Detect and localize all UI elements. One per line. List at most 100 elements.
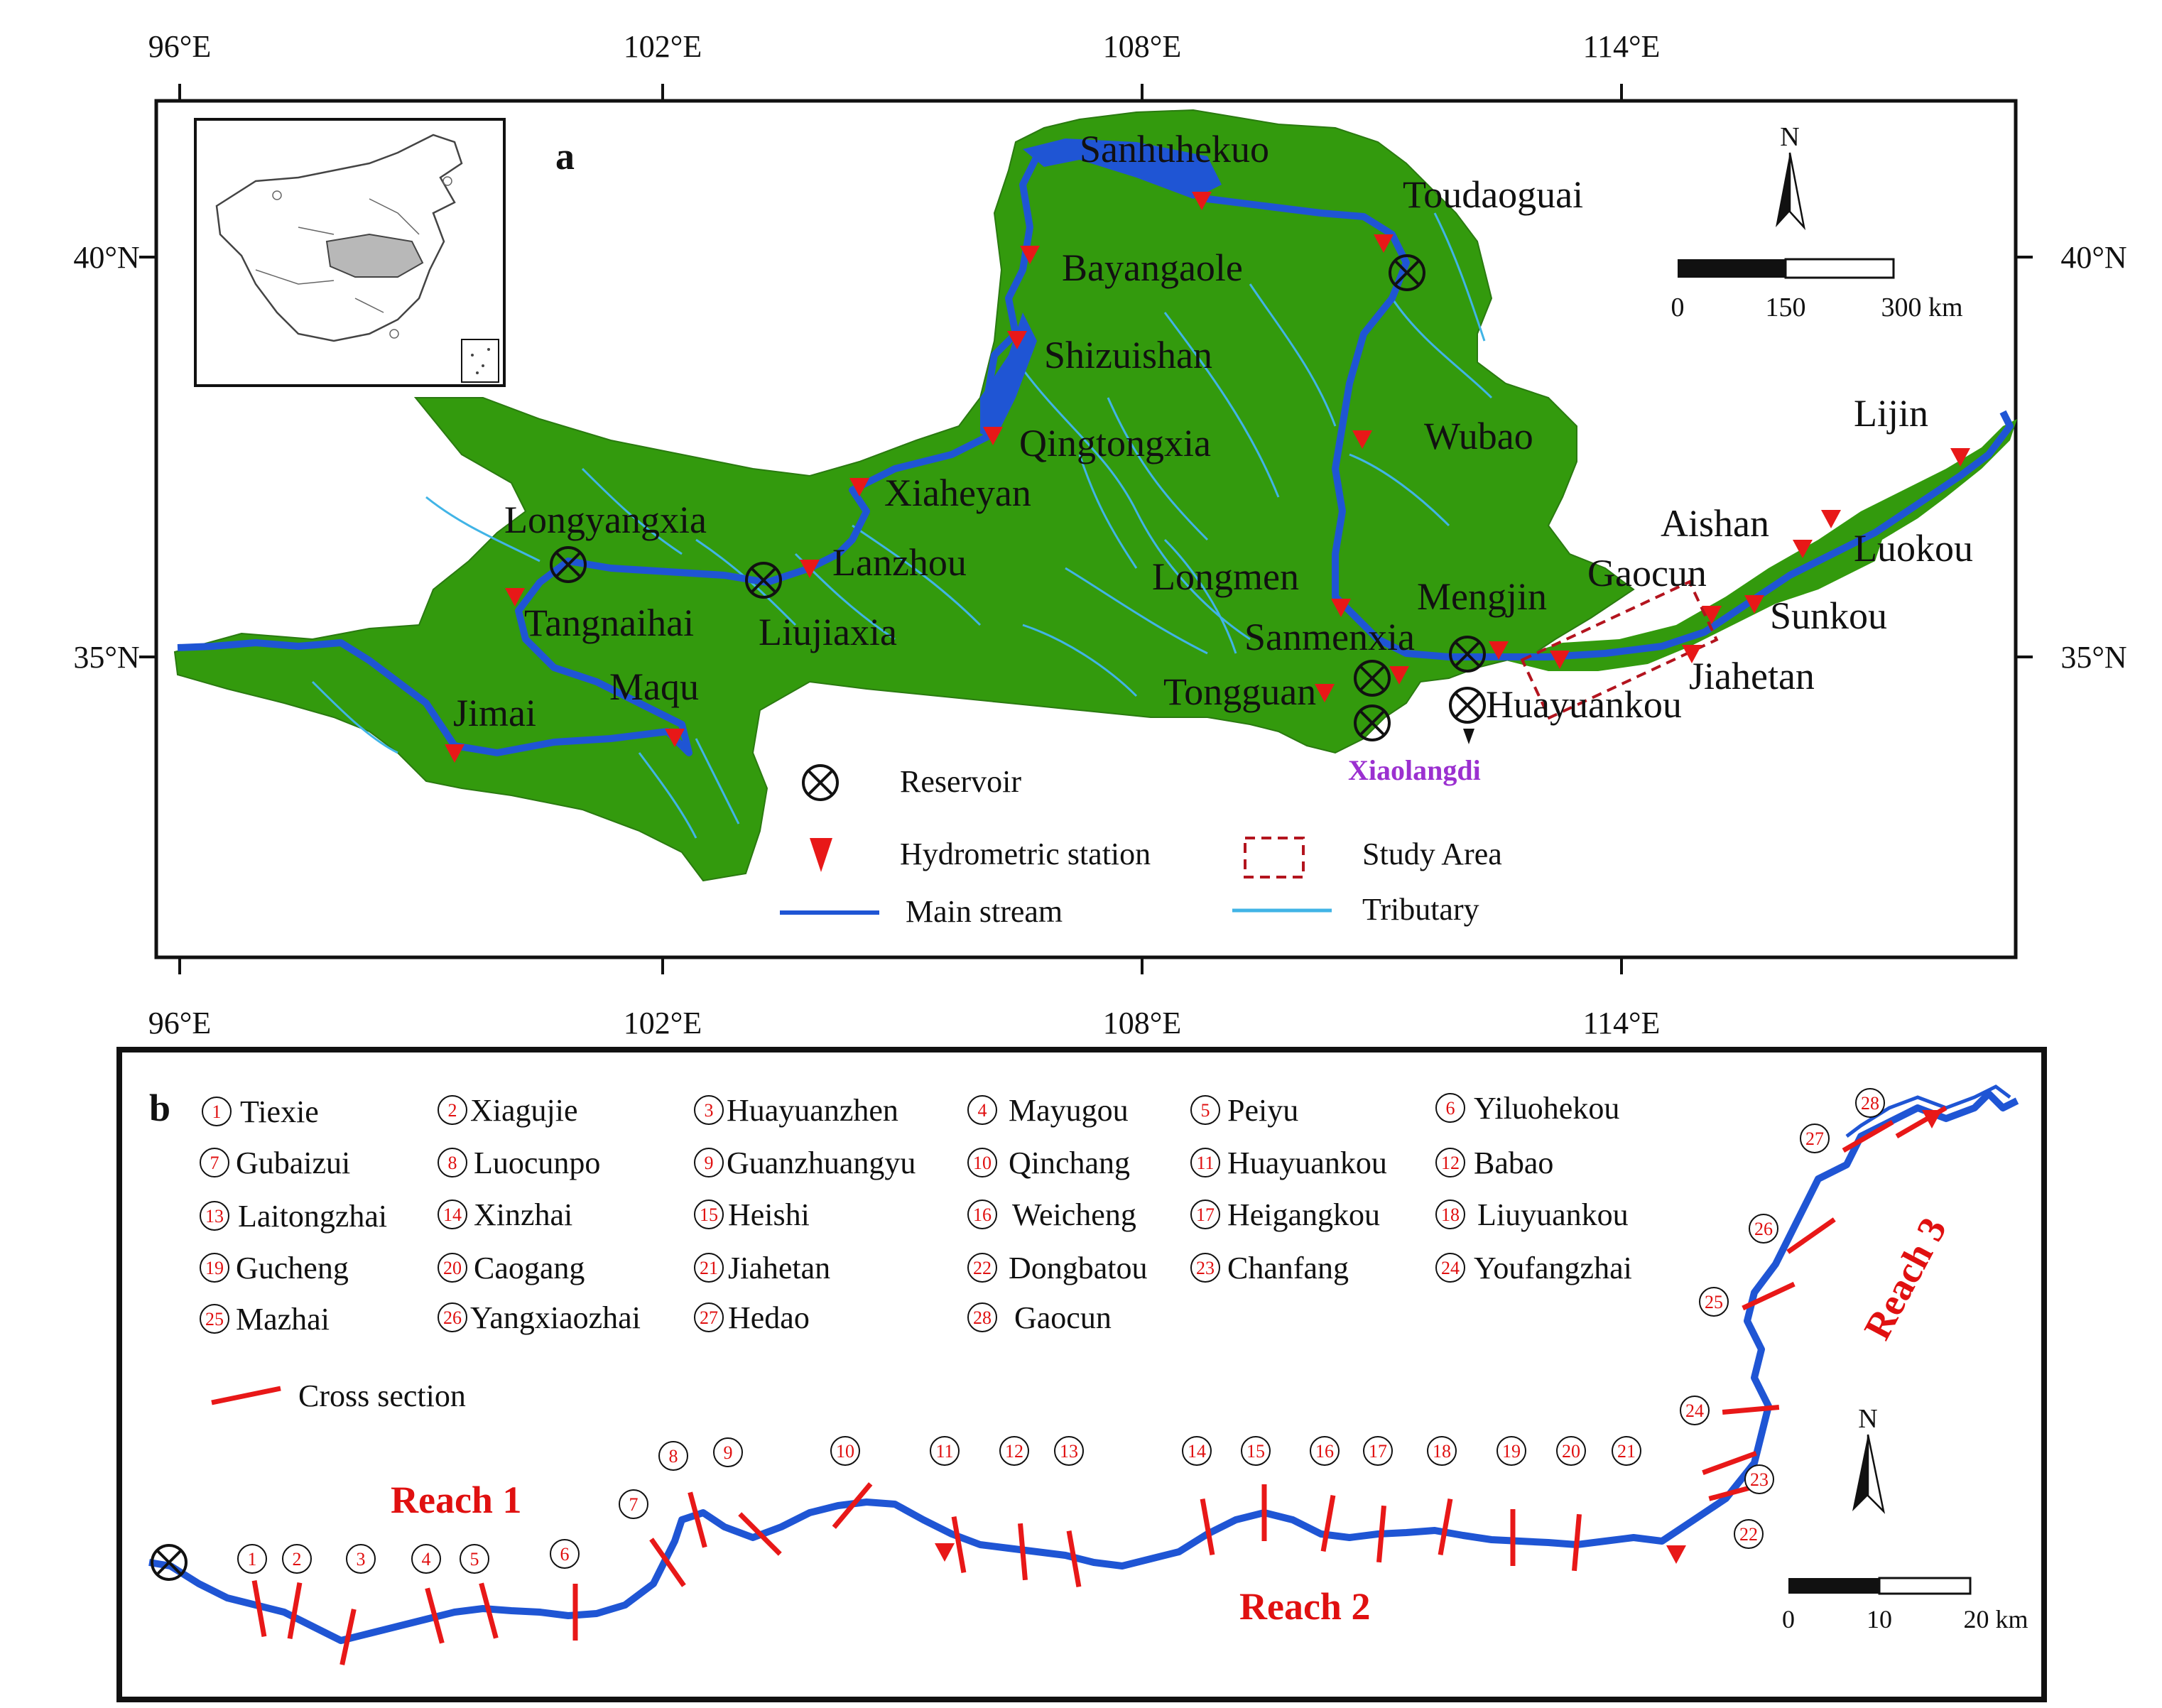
svg-text:Gaocun: Gaocun [1014, 1300, 1112, 1335]
lat-label-35-right: 35°N [2060, 640, 2126, 675]
svg-text:17: 17 [1369, 1441, 1387, 1462]
svg-text:Qinchang: Qinchang [1009, 1146, 1130, 1180]
river-reach-line-upper [1845, 1084, 2011, 1138]
station-label-qingtongxia: Qingtongxia [1019, 422, 1211, 464]
station-label-luokou: Luokou [1854, 527, 1973, 570]
svg-text:26: 26 [443, 1307, 462, 1328]
section-list-item: 20 Caogang [438, 1251, 585, 1285]
section-number-circle: 15 [1241, 1436, 1271, 1466]
svg-text:25: 25 [1705, 1292, 1723, 1312]
svg-text:22: 22 [973, 1258, 992, 1278]
section-list-item: 7 Gubaizui [200, 1146, 350, 1180]
section-list-item: 12 Babao [1435, 1146, 1553, 1180]
section-list-item: 19 Gucheng [200, 1251, 349, 1285]
svg-text:8: 8 [669, 1446, 678, 1467]
section-number-circle: 12 [999, 1436, 1029, 1466]
svg-text:23: 23 [1750, 1469, 1769, 1490]
svg-text:8: 8 [448, 1153, 457, 1173]
svg-text:27: 27 [700, 1307, 718, 1328]
svg-text:1: 1 [212, 1102, 222, 1122]
section-list-item: 24 Youfangzhai [1435, 1251, 1632, 1285]
section-number-circle: 18 [1427, 1436, 1457, 1466]
map-panel-a: 96°E 102°E 108°E 114°E 96°E 102°E 108°E … [73, 29, 2126, 1040]
scale-bar-a: 0 150 300 km [1671, 258, 1963, 322]
svg-text:Gucheng: Gucheng [236, 1251, 349, 1285]
svg-text:Peiyu: Peiyu [1227, 1093, 1298, 1128]
svg-text:18: 18 [1441, 1204, 1460, 1225]
svg-text:17: 17 [1196, 1204, 1215, 1225]
station-label-xiaheyan: Xiaheyan [884, 472, 1031, 514]
section-list-item: 21 Jiahetan [694, 1251, 830, 1285]
section-number-circle: 25 [1699, 1287, 1729, 1317]
section-number-circle: 20 [1556, 1436, 1586, 1466]
lat-label-35-left: 35°N [73, 640, 139, 675]
svg-text:19: 19 [205, 1258, 224, 1278]
svg-text:Youfangzhai: Youfangzhai [1474, 1251, 1632, 1285]
section-number-circle: 7 [619, 1489, 648, 1519]
section-number-circle: 9 [713, 1437, 743, 1467]
section-list-item: 10 Qinchang [967, 1146, 1130, 1180]
svg-text:19: 19 [1502, 1441, 1521, 1462]
svg-text:12: 12 [1441, 1153, 1460, 1173]
section-list-item: 11 Huayuankou [1190, 1146, 1387, 1180]
svg-text:Xiagujie: Xiagujie [470, 1093, 578, 1128]
svg-text:Huayuankou: Huayuankou [1227, 1146, 1387, 1180]
section-number-circle: 23 [1744, 1464, 1774, 1494]
river-reach-line [148, 1090, 2019, 1644]
svg-text:Tiexie: Tiexie [240, 1094, 319, 1129]
north-arrow-b: N [1852, 1404, 1886, 1514]
section-number-circle: 10 [830, 1436, 860, 1466]
station-label-mengjin: Mengjin [1417, 575, 1547, 618]
station-label-aishan: Aishan [1661, 502, 1769, 545]
svg-text:15: 15 [700, 1204, 718, 1225]
svg-text:Laitongzhai: Laitongzhai [238, 1199, 387, 1234]
svg-text:Huayuanzhen: Huayuanzhen [727, 1093, 898, 1128]
svg-text:28: 28 [1861, 1093, 1879, 1114]
svg-text:12: 12 [1005, 1441, 1023, 1462]
svg-text:Mayugou: Mayugou [1009, 1093, 1129, 1128]
reach-number-labels: 1 2 3 4 5 6 7 8 9 10 11 12 13 14 15 16 1… [237, 1088, 1885, 1574]
section-list-item: 14 Xinzhai [438, 1197, 572, 1232]
svg-text:9: 9 [705, 1153, 714, 1173]
station-label-wubao: Wubao [1424, 415, 1533, 457]
section-list-item: 16 Weicheng [967, 1197, 1136, 1232]
svg-text:Caogang: Caogang [474, 1251, 585, 1285]
lon-label-96: 96°E [148, 29, 211, 64]
section-list-item: 1 Tiexie [202, 1094, 319, 1129]
section-number-circle: 24 [1680, 1396, 1710, 1425]
section-number-circle: 2 [282, 1544, 312, 1574]
svg-text:Chanfang: Chanfang [1227, 1251, 1349, 1285]
svg-text:24: 24 [1441, 1258, 1460, 1278]
scale-b-tick-20: 20 km [1963, 1605, 2028, 1633]
cross-section-legend-label: Cross section [298, 1378, 466, 1413]
svg-text:25: 25 [205, 1309, 224, 1329]
svg-text:20: 20 [443, 1258, 462, 1278]
section-number-circle: 11 [930, 1436, 960, 1466]
svg-text:24: 24 [1685, 1400, 1704, 1421]
lower-reach-basin [1506, 419, 2017, 671]
north-label-b: N [1858, 1404, 1877, 1434]
section-list-item: 28 Gaocun [967, 1300, 1112, 1335]
lon-label-114: 114°E [1583, 29, 1661, 64]
section-list-item: 15 Heishi [694, 1197, 810, 1232]
scale-bar-b: 0 10 20 km [1782, 1577, 2028, 1633]
legend-tributary: Tributary [1362, 892, 1479, 927]
lon-label-108: 108°E [1103, 29, 1181, 64]
study-area-box [1520, 580, 1719, 720]
section-list-item: 9 Guanzhuangyu [694, 1146, 916, 1180]
svg-text:Xinzhai: Xinzhai [474, 1197, 572, 1232]
scale-tick-0: 0 [1671, 293, 1685, 322]
station-label-lanzhou: Lanzhou [832, 541, 967, 584]
svg-text:Mazhai: Mazhai [236, 1302, 330, 1337]
svg-text:Heishi: Heishi [728, 1197, 810, 1232]
svg-text:Hedao: Hedao [728, 1300, 810, 1335]
svg-text:Yangxiaozhai: Yangxiaozhai [470, 1300, 641, 1335]
svg-text:5: 5 [470, 1549, 479, 1570]
svg-text:Dongbatou: Dongbatou [1009, 1251, 1148, 1285]
section-number-circle: 26 [1749, 1214, 1778, 1244]
section-number-circle: 27 [1800, 1124, 1830, 1153]
station-label-jimai: Jimai [453, 692, 536, 734]
section-list-item: 13 Laitongzhai [200, 1199, 387, 1234]
section-list-item: 2 Xiagujie [438, 1093, 578, 1128]
yellow-river-basin [173, 109, 1635, 882]
